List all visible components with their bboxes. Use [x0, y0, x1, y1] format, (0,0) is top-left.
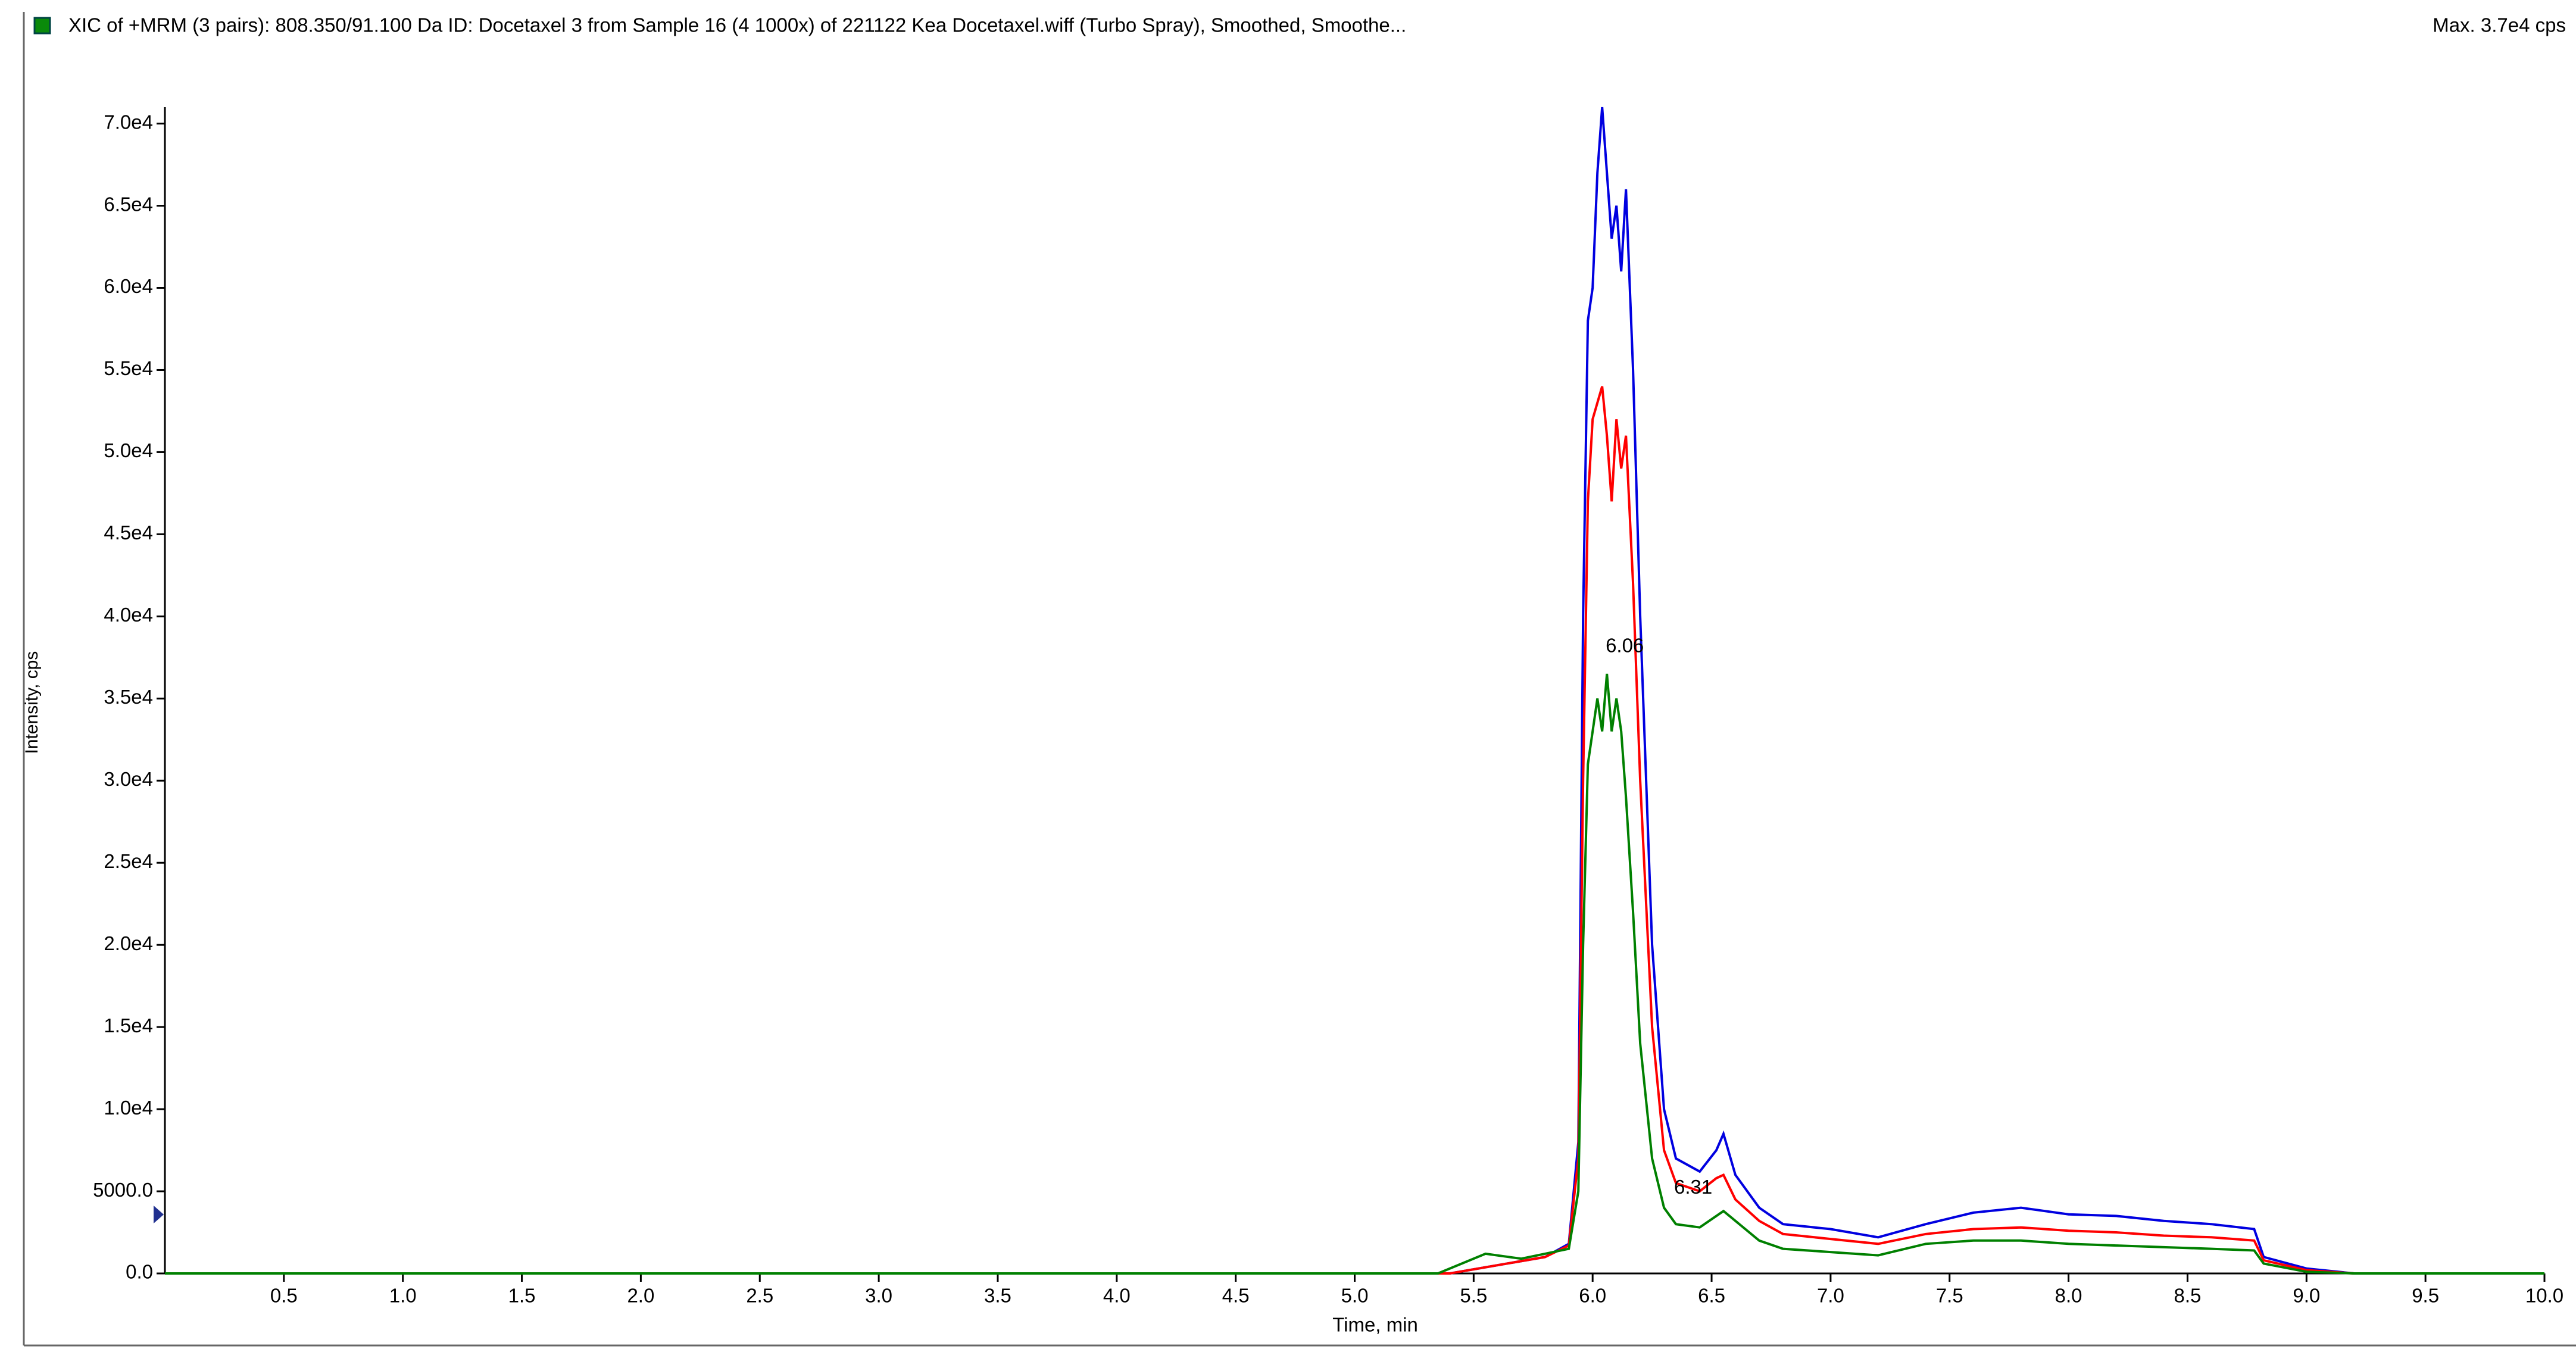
- x-tick-label: 0.5: [270, 1285, 298, 1307]
- y-tick-label: 1.0e4: [104, 1097, 153, 1119]
- y-tick-label: 5.0e4: [104, 439, 153, 461]
- y-tick-label: 5.5e4: [104, 357, 153, 379]
- x-tick-label: 2.0: [627, 1285, 654, 1307]
- x-tick-label: 4.0: [1103, 1285, 1131, 1307]
- legend-swatch: [33, 17, 51, 35]
- peak-label: 6.06: [1606, 634, 1644, 656]
- chart-title: XIC of +MRM (3 pairs): 808.350/91.100 Da…: [68, 14, 1406, 36]
- x-tick-label: 10.0: [2525, 1285, 2563, 1307]
- x-tick-label: 3.5: [984, 1285, 1011, 1307]
- y-axis-label: Intensity, cps: [22, 651, 42, 754]
- y-tick-label: 6.0e4: [104, 275, 153, 297]
- y-tick-label: 7.0e4: [104, 111, 153, 133]
- y-tick-label: 5000.0: [93, 1179, 153, 1201]
- x-axis-label: Time, min: [1332, 1314, 1418, 1336]
- x-tick-label: 2.5: [746, 1285, 773, 1307]
- threshold-marker: [154, 1206, 164, 1223]
- peak-label: 6.31: [1674, 1176, 1712, 1198]
- x-tick-label: 7.5: [1936, 1285, 1963, 1307]
- x-tick-label: 5.0: [1341, 1285, 1369, 1307]
- y-tick-label: 3.0e4: [104, 768, 153, 790]
- y-tick-label: 0.0: [126, 1261, 153, 1283]
- x-tick-label: 3.0: [865, 1285, 892, 1307]
- x-tick-label: 6.5: [1698, 1285, 1725, 1307]
- y-tick-label: 4.0e4: [104, 604, 153, 626]
- x-tick-label: 8.0: [2055, 1285, 2082, 1307]
- y-tick-label: 6.5e4: [104, 193, 153, 215]
- series-line: [165, 386, 2544, 1275]
- x-tick-label: 1.0: [389, 1285, 417, 1307]
- x-tick-label: 5.5: [1460, 1285, 1487, 1307]
- x-tick-label: 1.5: [508, 1285, 536, 1307]
- y-tick-label: 1.5e4: [104, 1014, 153, 1036]
- x-tick-label: 9.0: [2293, 1285, 2320, 1307]
- y-tick-label: 2.5e4: [104, 850, 153, 872]
- y-tick-label: 4.5e4: [104, 522, 153, 544]
- series-line: [165, 673, 2544, 1275]
- x-tick-label: 8.5: [2174, 1285, 2202, 1307]
- y-tick-label: 2.0e4: [104, 932, 153, 954]
- x-tick-label: 9.5: [2412, 1285, 2439, 1307]
- series-line: [165, 107, 2544, 1275]
- x-tick-label: 7.0: [1817, 1285, 1844, 1307]
- y-tick-label: 3.5e4: [104, 686, 153, 708]
- x-tick-label: 4.5: [1222, 1285, 1250, 1307]
- max-intensity: Max. 3.7e4 cps: [2433, 14, 2566, 36]
- x-tick-label: 6.0: [1579, 1285, 1606, 1307]
